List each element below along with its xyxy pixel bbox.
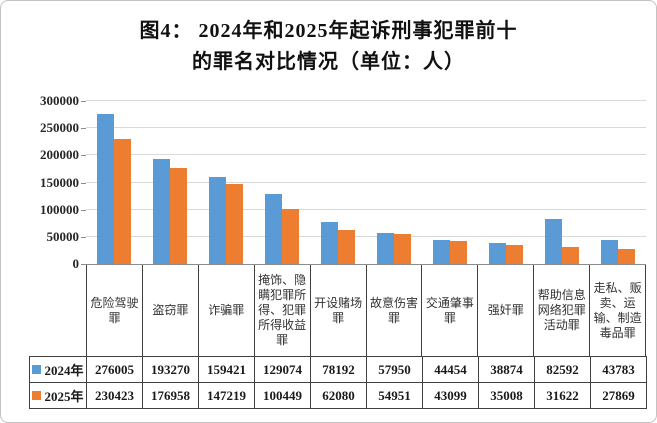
category-label: 开设赌场罪 [309, 265, 366, 356]
bar-2024年 [601, 240, 618, 264]
category-label: 交通肇事罪 [421, 265, 477, 356]
y-axis-tick-label: 150000 [40, 174, 79, 190]
category-label: 强奸罪 [477, 265, 533, 356]
bar-2024年 [433, 239, 450, 264]
bar-2025年 [282, 209, 299, 264]
gridline [86, 154, 646, 156]
bar-2025年 [618, 248, 635, 264]
bar-group [366, 101, 422, 264]
gridline [86, 100, 646, 101]
chart-title-line2: 的罪名对比情况（单位：人） [192, 51, 465, 73]
bar-2024年 [377, 232, 394, 264]
bar-2025年 [450, 240, 467, 264]
legend-swatch-icon [32, 391, 42, 400]
y-axis-tick-label: 0 [72, 256, 80, 271]
bar-group [478, 101, 534, 264]
y-axis-tick-label: 100000 [40, 201, 79, 217]
data-table: 2024年 276005 193270 159421 129074 78192 57950 4… [29, 356, 647, 409]
bar-group [422, 101, 478, 264]
gridline [86, 235, 646, 237]
category-label: 危险驾驶罪 [86, 265, 142, 356]
bar-2025年 [114, 138, 131, 264]
value-cell: 193270 [143, 357, 199, 383]
bar-2024年 [321, 221, 338, 264]
y-axis-tick-mark [81, 128, 86, 130]
legend-series-name: 2025年 [44, 389, 84, 404]
y-axis-tick-mark [81, 101, 86, 102]
value-cell: 44454 [423, 357, 479, 383]
table-row: 2025年 230423 176958 147219 100449 62080 54951 4… [30, 383, 647, 409]
y-axis-tick-label: 50000 [46, 228, 80, 244]
bar-group [198, 101, 254, 264]
value-cell: 27869 [591, 383, 647, 409]
y-axis-tick-mark [81, 264, 86, 265]
category-label: 掩饰、隐瞒犯罪所得、犯罪所得收益罪 [253, 265, 310, 356]
legend-cell: 2024年 [30, 357, 87, 383]
bar-group [254, 101, 310, 264]
bar-2024年 [153, 159, 170, 264]
value-cell: 176958 [143, 383, 199, 409]
y-axis-tick-mark [81, 209, 86, 211]
value-cell: 35008 [479, 383, 535, 409]
bar-group [310, 101, 366, 264]
value-cell: 276005 [87, 357, 143, 383]
value-cell: 38874 [479, 357, 535, 383]
category-label: 盗窃罪 [141, 265, 198, 356]
legend-series-name: 2024年 [44, 363, 84, 378]
bar-group [142, 101, 198, 264]
y-axis-tick-label: 200000 [40, 147, 79, 163]
y-axis-tick-mark [81, 236, 86, 238]
plot-area [86, 100, 646, 265]
value-cell: 62080 [311, 383, 367, 409]
bar-2024年 [209, 177, 226, 264]
bar-group [534, 101, 590, 264]
legend-cell: 2025年 [30, 383, 87, 409]
y-axis-tick-label: 250000 [40, 120, 79, 136]
category-label: 诈骗罪 [197, 265, 254, 356]
y-axis-tick-mark [81, 182, 86, 184]
bar-2025年 [338, 230, 355, 264]
bar-2025年 [562, 246, 579, 264]
value-cell: 159421 [199, 357, 255, 383]
category-label: 故意伤害罪 [365, 265, 422, 356]
table-row: 2024年 276005 193270 159421 129074 78192 57950 4… [30, 357, 647, 383]
value-cell: 54951 [367, 383, 423, 409]
value-cell: 147219 [199, 383, 255, 409]
bar-group [86, 101, 142, 264]
category-axis: 危险驾驶罪 盗窃罪 诈骗罪 掩饰、隐瞒犯罪所得、犯罪所得收益罪 开设赌场罪 故意伤害罪 交通… [86, 265, 647, 356]
bar-2025年 [394, 234, 411, 264]
bar-2025年 [170, 167, 187, 264]
category-label: 走私、贩卖、运输、制造毒品罪 [589, 265, 647, 356]
value-cell: 82592 [535, 357, 591, 383]
gridline [86, 181, 646, 183]
bar-2024年 [97, 114, 114, 264]
y-axis-tick-label: 300000 [40, 93, 79, 108]
bar-2024年 [265, 193, 282, 264]
chart-title-line1: 图4： 2024年和2025年起诉刑事犯罪前十 [139, 20, 518, 42]
value-cell: 129074 [255, 357, 311, 383]
value-cell: 230423 [87, 383, 143, 409]
value-cell: 43099 [423, 383, 479, 409]
gridline [86, 127, 646, 129]
bar-group [590, 101, 646, 264]
legend-swatch-icon [32, 365, 42, 374]
bar-2025年 [226, 184, 243, 264]
value-cell: 100449 [255, 383, 311, 409]
gridline [86, 208, 646, 210]
bar-2024年 [489, 242, 506, 264]
category-label: 帮助信息网络犯罪活动罪 [533, 265, 589, 356]
value-cell: 43783 [591, 357, 647, 383]
value-cell: 57950 [367, 357, 423, 383]
bar-2024年 [545, 219, 562, 264]
value-cell: 78192 [311, 357, 367, 383]
bar-2025年 [506, 244, 523, 264]
bar-groups [86, 101, 646, 264]
value-cell: 31622 [535, 383, 591, 409]
y-axis-tick-mark [81, 155, 86, 157]
